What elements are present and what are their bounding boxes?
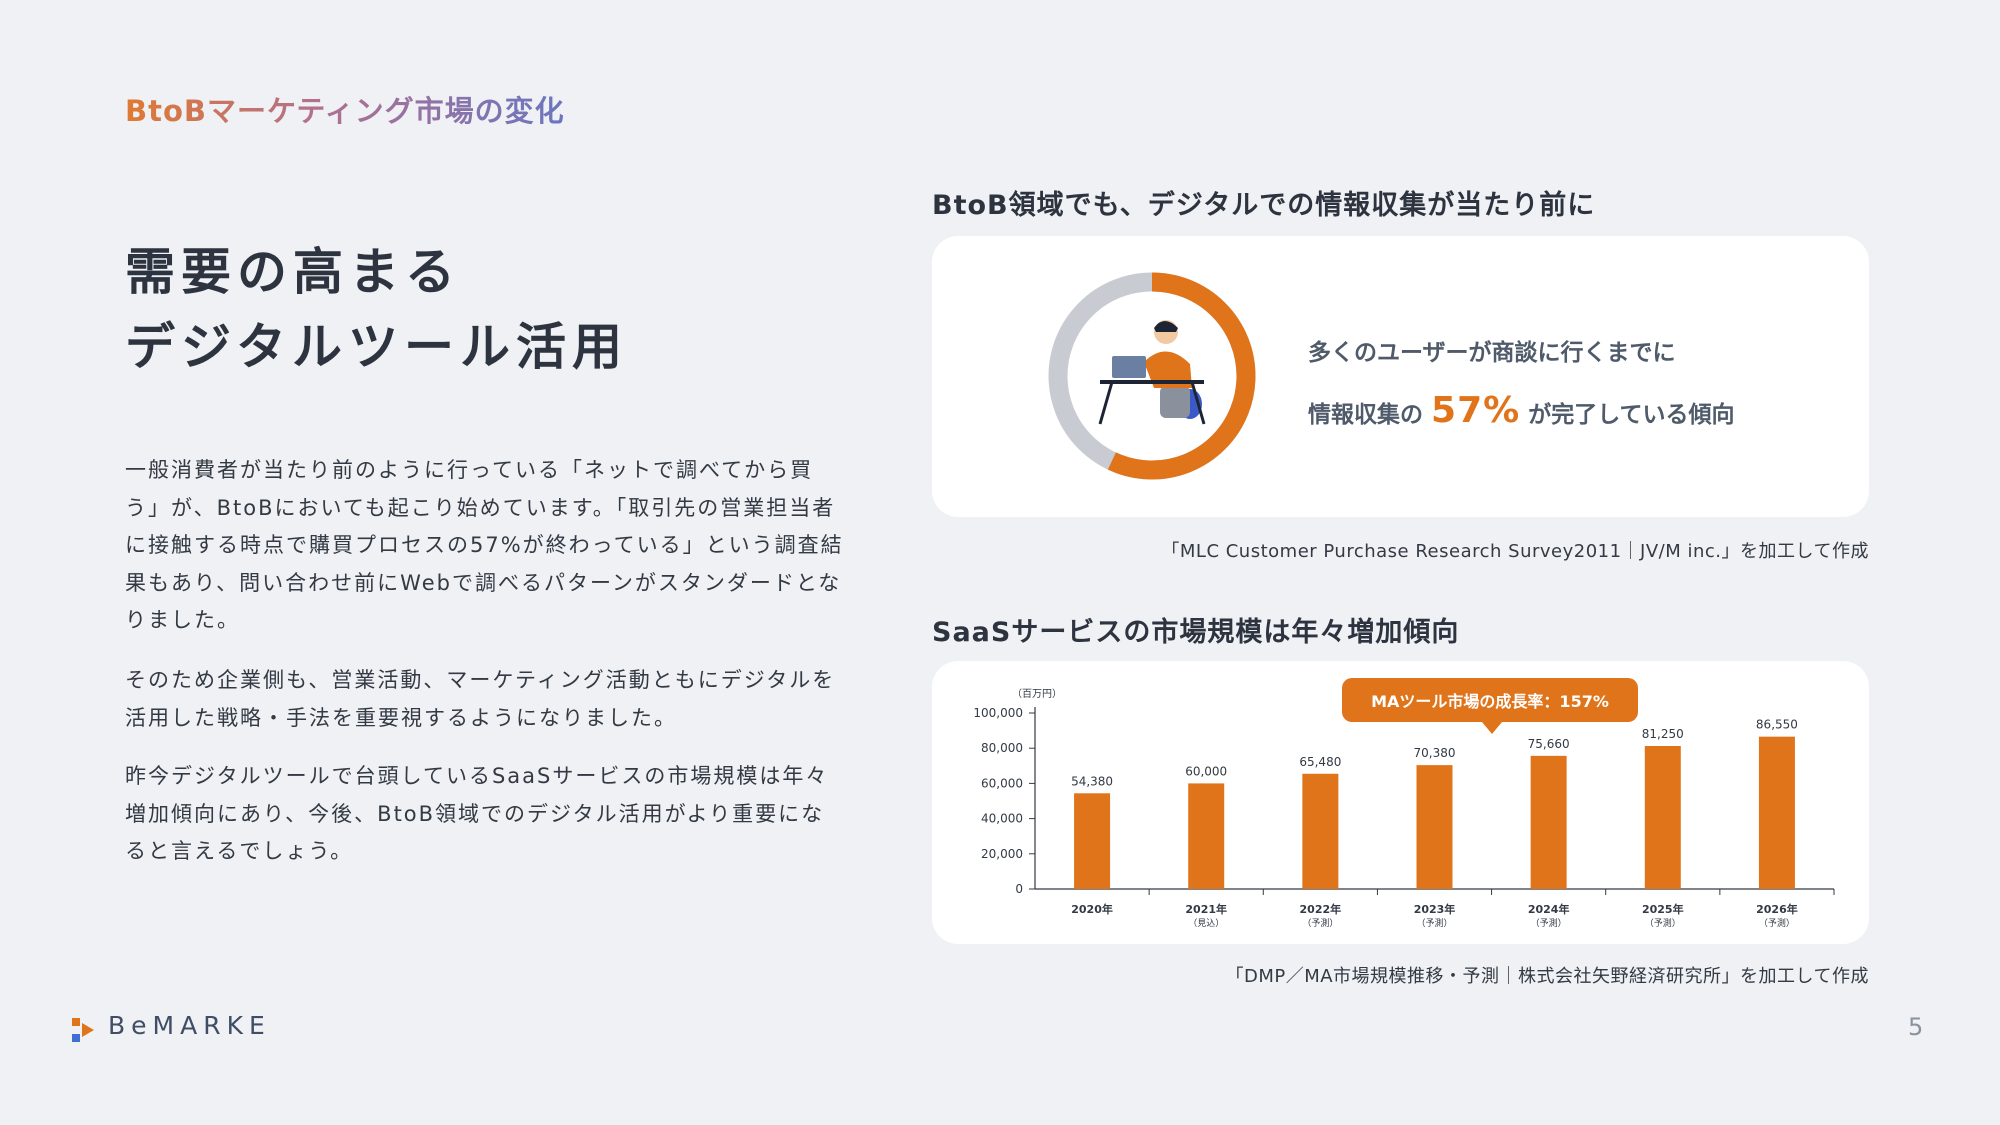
y-tick-label: 40,000: [981, 812, 1023, 826]
survey-statement: 多くのユーザーが商談に行くまでに 情報収集の 57% が完了している傾向: [1308, 325, 1735, 444]
survey-card: [932, 236, 1869, 517]
bar: [1416, 765, 1453, 889]
bar: [1074, 793, 1111, 889]
person-at-desk-illustration: [1098, 320, 1206, 425]
body-paragraph-2: そのため企業側も、営業活動、マーケティング活動ともにデジタルを活用した戦略・手法…: [125, 668, 836, 730]
y-tick-label: 60,000: [981, 776, 1023, 790]
survey-title: BtoB領域でも、デジタルでの情報収集が当たり前に: [932, 190, 1596, 221]
page-number: 5: [1908, 1013, 1924, 1041]
chart-title: SaaSサービスの市場規模は年々増加傾向: [932, 617, 1460, 648]
bar-value-label: 75,660: [1528, 737, 1570, 751]
y-tick-label: 80,000: [981, 741, 1023, 755]
y-unit-label: （百万円）: [1012, 688, 1062, 700]
heading-line-1: 需要の高まる: [125, 243, 461, 301]
x-tick-label: 2022年: [1300, 902, 1342, 916]
annotation-bubble: [1342, 678, 1638, 722]
x-tick-label: 2023年: [1414, 902, 1456, 916]
x-tick-note: （予測）: [1302, 917, 1338, 929]
x-tick-note: （見込）: [1188, 918, 1224, 929]
survey-donut: [1048, 272, 1256, 480]
bar-value-label: 65,480: [1299, 755, 1341, 769]
body-paragraph-3: 昨今デジタルツールで台頭しているSaaSサービスの市場規模は年々増加傾向にあり、…: [125, 764, 829, 863]
bemarke-logo-icon: [72, 1018, 94, 1042]
bar-chart: （百万円） 0 20,000 40,000 60,000 80,000 100,000 54,…: [973, 678, 1835, 929]
bar-value-label: 54,380: [1071, 774, 1113, 788]
survey-source: 「MLC Customer Purchase Research Survey20…: [1161, 541, 1869, 562]
bar: [1302, 773, 1339, 889]
bar: [1644, 746, 1681, 889]
x-tick-label: 2026年: [1756, 902, 1798, 916]
survey-line-2: 情報収集の 57% が完了している傾向: [1308, 382, 1735, 444]
x-tick-label: 2020年: [1071, 902, 1113, 916]
x-tick-label: 2025年: [1642, 902, 1684, 916]
heading-line-2: デジタルツール活用: [125, 318, 628, 376]
bar-value-label: 70,380: [1414, 746, 1456, 760]
bar: [1530, 755, 1567, 889]
body-paragraph-1: 一般消費者が当たり前のように行っている「ネットで調べてから買う」が、BtoBにお…: [125, 458, 844, 632]
chart-source: 「DMP／MA市場規模推移・予測｜株式会社矢野経済研究所」を加工して作成: [1225, 966, 1869, 987]
section-label: BtoBマーケティング市場の変化: [125, 88, 565, 130]
survey-line-2-suffix: が完了している傾向: [1528, 402, 1735, 428]
annotation-pointer: [1482, 722, 1502, 734]
x-tick-note: （予測）: [1531, 917, 1567, 929]
donut-completed-arc: [1048, 272, 1256, 480]
survey-line-1: 多くのユーザーが商談に行くまでに: [1308, 340, 1676, 366]
x-tick-label: 2021年: [1185, 902, 1227, 916]
y-tick-label: 20,000: [981, 847, 1023, 861]
x-tick-note: （予測）: [1759, 917, 1795, 929]
bar: [1758, 736, 1795, 889]
x-tick-note: （予測）: [1416, 917, 1452, 929]
bar: [1188, 783, 1225, 889]
survey-percent: 57%: [1431, 390, 1521, 431]
survey-line-2-prefix: 情報収集の: [1308, 402, 1423, 428]
x-tick-note: （予測）: [1645, 917, 1681, 929]
logo-text: BeMARKE: [108, 1011, 271, 1040]
page-heading: 需要の高まる デジタルツール活用: [125, 235, 628, 385]
bar-value-label: 60,000: [1185, 764, 1227, 778]
x-tick-label: 2024年: [1528, 902, 1570, 916]
y-tick-label: 0: [1015, 882, 1023, 896]
annotation-text: MAツール市場の成長率：157%: [1371, 692, 1609, 711]
y-tick-label: 100,000: [973, 706, 1023, 720]
bar-value-label: 86,550: [1756, 718, 1798, 732]
bar-value-label: 81,250: [1642, 727, 1684, 741]
